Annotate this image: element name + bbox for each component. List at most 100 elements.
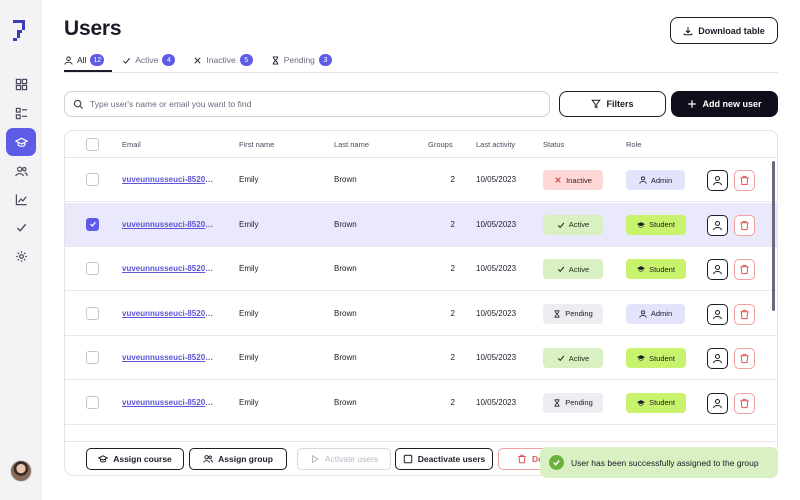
x-icon [194,56,201,64]
table-row[interactable]: vuveunnusseuci-8520@yopmail.com Emily Brow… [65,292,777,336]
first-name-cell: Emily [239,397,259,407]
user-email-link[interactable]: vuveunnusseuci-8520@yopmail.com [122,353,217,362]
status-badge: Active [543,214,603,235]
table-row[interactable]: vuveunnusseuci-8520@yopmail.com Emily Brow… [65,336,777,380]
tab-active[interactable]: Active 4 [122,52,176,68]
tab-pending[interactable]: Pending 3 [271,52,332,68]
user-icon [713,398,722,408]
column-header-last-name[interactable]: Last name [334,140,370,149]
view-user-button[interactable] [707,214,728,236]
groups-cell: 2 [450,219,455,229]
search-input[interactable] [90,99,530,109]
table-row[interactable]: vuveunnusseuci-8520@yopmail.com Emily Brow… [65,202,777,247]
download-table-button[interactable]: Download table [670,17,778,44]
nav-settings[interactable] [6,242,36,270]
plus-icon [688,100,697,108]
tabs-divider [64,72,778,73]
table-scrollbar[interactable] [772,161,775,311]
avatar[interactable] [10,460,32,482]
activate-users-label: Activate users [324,454,379,464]
delete-users-label: De [532,454,543,464]
select-all-checkbox[interactable] [86,138,99,151]
user-icon [713,175,722,186]
user-email-link[interactable]: vuveunnusseuci-8520@yopmail.com [122,264,217,273]
view-user-button[interactable] [707,259,728,280]
delete-user-button[interactable] [734,303,755,325]
view-user-button[interactable] [707,170,728,191]
status-badge: Pending [543,303,603,324]
download-table-label: Download table [698,25,765,36]
nav-tasks[interactable] [6,213,36,241]
status-tabs: All 12 Active 4 Inactive 5 Pending 3 [64,52,332,72]
nav-users[interactable] [6,128,36,156]
gear-icon [15,250,27,262]
row-checkbox[interactable] [86,395,99,409]
row-checkbox[interactable] [86,173,99,186]
nav-dashboard[interactable] [6,70,36,98]
user-email-link[interactable]: vuveunnusseuci-8520@yopmail.com [122,308,217,318]
trash-icon [740,353,749,364]
user-email-link[interactable]: vuveunnusseuci-8520@yopmail.com [122,397,217,407]
column-header-status[interactable]: Status [543,140,565,149]
table-row[interactable]: vuveunnusseuci-8520@yopmail.com Emily Brow… [65,158,777,202]
nav-analytics[interactable] [6,185,36,213]
first-name-cell: Emily [239,308,259,318]
column-header-email[interactable]: Email [122,140,141,149]
column-header-last-activity[interactable]: Last activity [476,140,516,149]
view-user-button[interactable] [707,303,728,325]
user-email-link[interactable]: vuveunnusseuci-8520@yopmail.com [122,175,217,184]
status-label: Active [568,353,590,363]
row-checkbox[interactable] [86,217,99,231]
tab-all[interactable]: All 12 [64,52,105,68]
nav-groups[interactable] [6,157,36,185]
first-name-cell: Emily [239,353,259,362]
row-checkbox[interactable] [86,262,99,275]
delete-user-button[interactable] [734,214,755,236]
role-label: Student [649,398,675,407]
nav-courses[interactable] [6,99,36,127]
sidebar [0,0,42,500]
column-header-first-name[interactable]: First name [239,140,275,149]
view-user-button[interactable] [707,392,728,414]
graduation-cap-icon [98,455,109,463]
delete-user-button[interactable] [734,259,755,280]
page-title: Users [64,17,122,40]
row-checkbox[interactable] [86,306,99,320]
graduation-cap-icon [637,355,646,361]
tab-inactive[interactable]: Inactive 5 [193,52,253,68]
delete-user-button[interactable] [734,392,755,414]
tab-count-badge: 4 [162,54,176,66]
status-badge: Inactive [543,170,603,190]
chart-line-icon [15,193,27,205]
play-icon [311,454,319,464]
groups-cell: 2 [450,397,455,407]
assign-course-button[interactable]: Assign course [86,448,184,470]
delete-user-button[interactable] [734,170,755,191]
activate-users-button[interactable]: Activate users [297,448,391,470]
trash-icon [740,220,749,230]
column-header-groups[interactable]: Groups [428,140,453,149]
user-email-link[interactable]: vuveunnusseuci-8520@yopmail.com [122,219,217,229]
row-checkbox[interactable] [86,351,99,364]
last-activity-cell: 10/05/2023 [476,308,517,318]
last-name-cell: Brown [334,175,357,184]
last-name-cell: Brown [334,264,357,273]
last-activity-cell: 10/05/2023 [476,264,517,273]
assign-group-button[interactable]: Assign group [189,448,287,470]
status-label: Active [568,264,590,274]
trash-icon [740,175,749,186]
delete-user-button[interactable] [734,348,755,369]
filters-button[interactable]: Filters [559,91,666,117]
table-row[interactable]: vuveunnusseuci-8520@yopmail.com Emily Brow… [65,247,777,291]
deactivate-users-button[interactable]: Deactivate users [395,448,493,470]
column-header-role[interactable]: Role [626,140,642,149]
user-icon [713,353,722,364]
user-icon [713,220,722,230]
role-label: Student [649,264,675,274]
search-icon [73,99,84,109]
add-new-user-button[interactable]: Add new user [671,91,778,117]
table-row[interactable]: vuveunnusseuci-8520@yopmail.com Emily Brow… [65,381,777,425]
graduation-cap-icon [637,399,646,406]
view-user-button[interactable] [707,348,728,369]
role-badge: Student [626,214,686,235]
